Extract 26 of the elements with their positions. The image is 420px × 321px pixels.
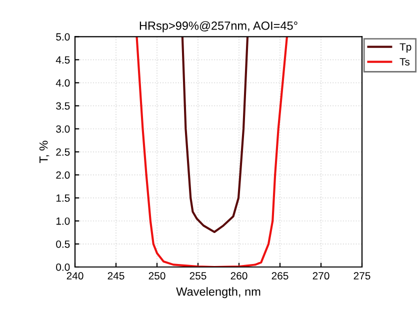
- y-tick-label: 5.0: [56, 33, 70, 41]
- x-tick-label: 240: [66, 272, 84, 280]
- y-tick-label: 3.0: [56, 125, 70, 133]
- x-tick-label: 265: [272, 272, 288, 280]
- y-tick-label: 4.5: [56, 56, 70, 64]
- y-tick-label: 1.5: [56, 194, 70, 202]
- x-tick-label: 275: [354, 272, 370, 280]
- y-axis-title: T, %: [39, 140, 50, 164]
- legend-label: Tp: [400, 43, 412, 53]
- y-tick-label: 3.5: [56, 102, 70, 110]
- x-tick-label: 255: [190, 272, 206, 280]
- y-tick-label: 4.0: [56, 79, 70, 87]
- y-tick-label: 2.5: [56, 148, 70, 156]
- x-tick-label: 250: [148, 272, 166, 280]
- y-tick-label: 0.0: [56, 264, 70, 271]
- line-series: [136, 36, 288, 267]
- y-tick-label: 1.0: [56, 217, 70, 225]
- line-series: [181, 36, 249, 234]
- x-axis-title: Wavelength, nm: [176, 287, 260, 298]
- y-tick-label: 0.5: [56, 240, 70, 248]
- x-tick-label: 260: [230, 272, 248, 280]
- legend-label: Ts: [400, 58, 410, 66]
- y-tick-label: 2.0: [56, 171, 70, 179]
- x-tick-label: 245: [108, 272, 124, 280]
- chart-title: HRsp>99%@257nm, AOI=45°: [140, 21, 298, 32]
- x-tick-label: 270: [312, 272, 330, 280]
